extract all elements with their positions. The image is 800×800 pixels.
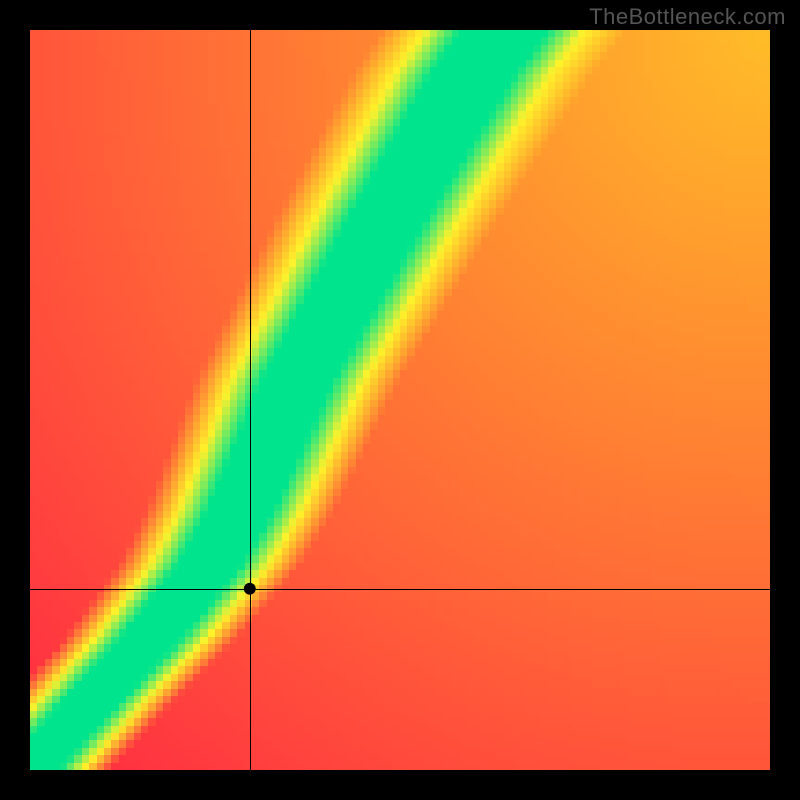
watermark-text: TheBottleneck.com [589, 4, 786, 30]
heatmap-canvas [0, 0, 800, 800]
chart-container: TheBottleneck.com [0, 0, 800, 800]
